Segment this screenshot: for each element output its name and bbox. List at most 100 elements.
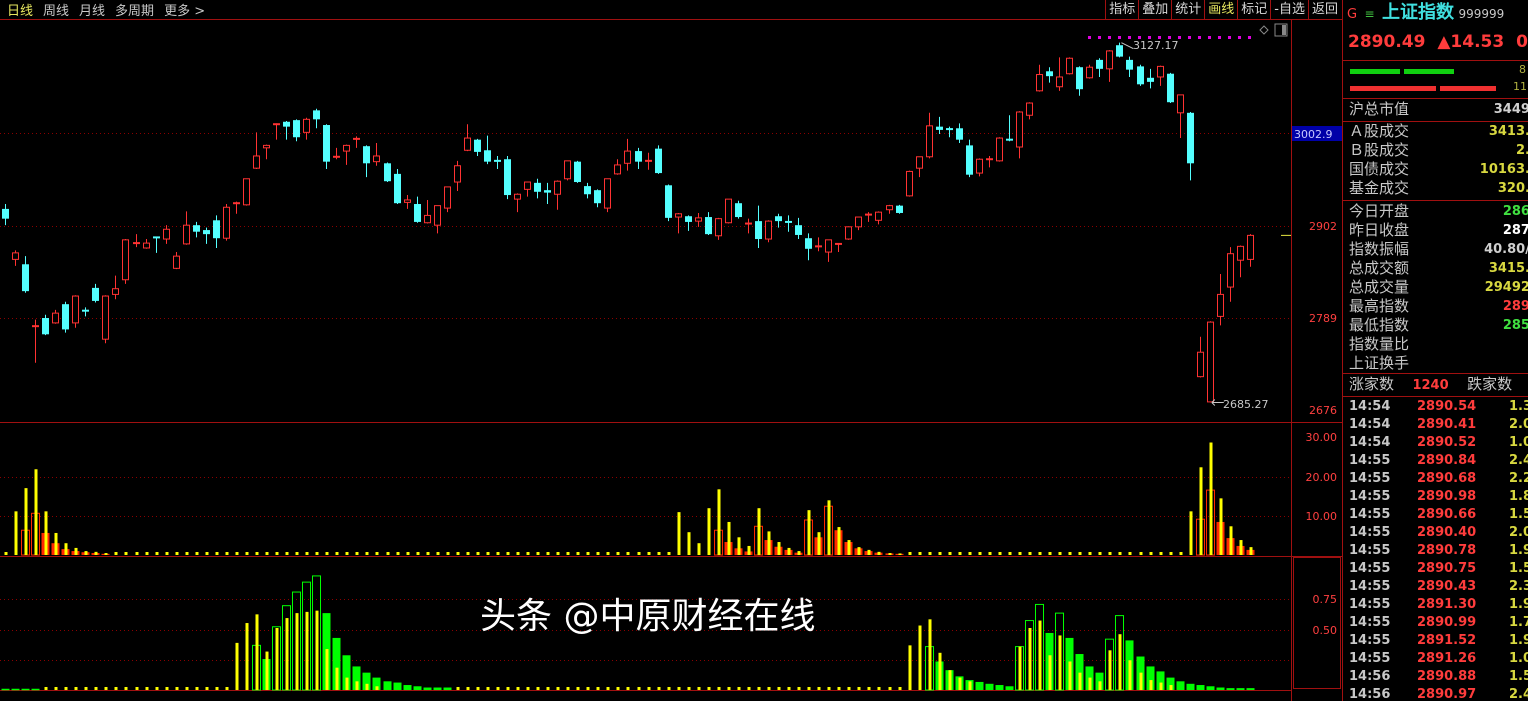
candle-body <box>956 128 963 140</box>
price-tick-highlighted: 3002.9 <box>1294 128 1333 141</box>
volume-dot <box>566 552 570 555</box>
tick-volume: 1.0 <box>1509 435 1528 450</box>
volume-dot <box>1169 552 1173 555</box>
osc-bar-yellow <box>1038 620 1042 690</box>
osc-bar-green <box>393 682 402 690</box>
price-tick: 2676 <box>1309 404 1337 417</box>
candle-body <box>52 312 59 324</box>
candle <box>976 158 983 177</box>
period-week-tab[interactable]: 周线 <box>43 4 70 19</box>
candle <box>946 126 953 138</box>
stat-row: 指数量比 <box>1349 335 1528 354</box>
volume-dot <box>406 552 410 555</box>
overlay-button[interactable]: 叠加 <box>1138 0 1171 19</box>
osc-bar-green <box>1186 683 1195 690</box>
candle-body <box>906 170 913 197</box>
stat-row: Ｂ股成交 2.0 <box>1349 141 1528 160</box>
candle-body <box>655 148 662 174</box>
candle-body <box>1106 50 1113 70</box>
volume-dot <box>205 552 209 555</box>
diamond-icon[interactable] <box>1259 25 1269 35</box>
candle <box>102 295 109 344</box>
osc-bar-green <box>1226 688 1235 690</box>
volume-dot <box>1098 552 1102 555</box>
tick-volume: 1.8 <box>1509 489 1528 504</box>
tick-price: 2891.26 <box>1417 651 1477 666</box>
draw-line-button[interactable]: 画线 <box>1204 0 1237 19</box>
osc-dot <box>175 687 179 690</box>
tick-volume: 1.5 <box>1509 561 1528 576</box>
indicator-button[interactable]: 指标 <box>1105 0 1138 19</box>
osc-dot <box>466 687 470 690</box>
period-month-tab[interactable]: 月线 <box>79 4 106 19</box>
chart-frame <box>0 0 1343 701</box>
volume-dot <box>516 552 520 555</box>
candle <box>966 139 973 178</box>
candle-body <box>22 264 29 292</box>
candle <box>614 159 621 175</box>
candle-body <box>2 208 9 219</box>
volume-dot <box>1179 552 1183 555</box>
osc-dot <box>697 687 701 690</box>
candle-body <box>504 159 511 196</box>
candle-body <box>996 137 1003 162</box>
osc-dot <box>526 687 530 690</box>
period-multi-tab[interactable]: 多周期 <box>115 4 155 19</box>
candle <box>845 226 852 240</box>
osc-dot <box>124 687 128 690</box>
osc-bar-green <box>1206 686 1215 690</box>
candle <box>82 307 89 317</box>
volume-tick: 20.00 <box>1306 471 1338 484</box>
osc-bar-green <box>1075 654 1084 690</box>
candle-body <box>454 165 461 183</box>
volume-dot <box>657 552 661 555</box>
volume-bar-yellow <box>807 510 811 555</box>
price-tick: 2789 <box>1309 312 1337 325</box>
period-day-tab[interactable]: 日线 <box>7 4 34 19</box>
volume-dot <box>556 552 560 555</box>
back-button[interactable]: 返回 <box>1307 0 1341 19</box>
volume-dot <box>1088 552 1092 555</box>
volume-bar-yellow <box>54 532 58 555</box>
candle <box>42 314 49 336</box>
volume-bar-yellow <box>888 553 892 555</box>
mark-button[interactable]: 标记 <box>1237 0 1270 19</box>
candle-body <box>845 226 852 240</box>
candle-body <box>886 205 893 211</box>
statistics-button[interactable]: 统计 <box>1171 0 1204 19</box>
candle <box>153 236 160 253</box>
advancers-label: 涨家数 <box>1349 375 1395 393</box>
osc-bar-yellow <box>1118 634 1122 690</box>
osc-dot <box>84 687 88 690</box>
osc-bar-yellow <box>375 686 379 690</box>
period-more-tab[interactable]: 更多 > <box>164 4 206 19</box>
tick-volume: 2.4 <box>1509 453 1528 468</box>
volume-dot <box>1028 552 1032 555</box>
tick-volume: 1.9 <box>1509 543 1528 558</box>
breadth-bar-up <box>1440 86 1496 91</box>
volume-bar-yellow <box>14 511 18 555</box>
candle-body <box>514 193 521 200</box>
candle <box>534 178 541 199</box>
volume-dot <box>526 552 530 555</box>
breadth-up-count: 11 <box>1513 80 1527 93</box>
tick-volume: 2.0 <box>1509 417 1528 432</box>
volume-dot <box>988 552 992 555</box>
volume-bar-yellow <box>697 543 701 555</box>
candle <box>414 196 421 223</box>
osc-bar-yellow <box>1028 628 1032 690</box>
menu-lines-icon[interactable]: ≡ <box>1364 7 1375 21</box>
stat-label: 总成交额 <box>1349 259 1410 277</box>
candle-body <box>1187 112 1194 164</box>
kline-chart[interactable]: 3002.9 2902 2789 2676 30.00 20.00 10.00 … <box>0 0 1343 701</box>
tick-time: 14:55 <box>1349 615 1391 630</box>
candle <box>313 108 320 129</box>
volume-dot <box>1108 552 1112 555</box>
remove-watchlist-button[interactable]: -自选 <box>1270 0 1308 19</box>
panel-toggle-icon[interactable] <box>1274 23 1288 37</box>
osc-dot <box>54 687 58 690</box>
osc-bar-green <box>1216 687 1225 690</box>
candle <box>655 145 662 174</box>
volume-dot <box>1078 552 1082 555</box>
divider <box>1343 373 1528 374</box>
